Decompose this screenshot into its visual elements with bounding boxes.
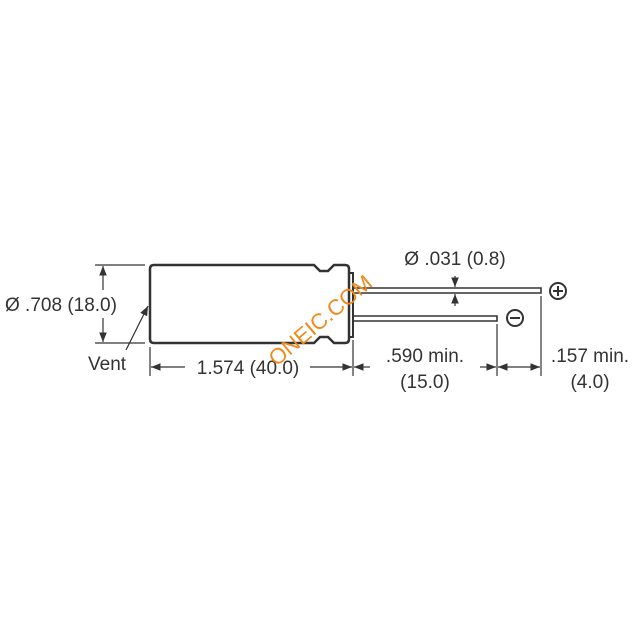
negative-lead	[353, 315, 498, 322]
lead-offset-metric: (4.0)	[570, 372, 609, 393]
body-length-label: 1.574 (40.0)	[197, 358, 299, 379]
positive-lead	[353, 287, 542, 294]
vent-label: Vent	[88, 354, 127, 375]
lead-offset-label: .157 min.	[551, 346, 629, 367]
body-diameter-label: Ø .708 (18.0)	[5, 295, 117, 316]
capacitor-body	[148, 263, 351, 345]
vent-arrow	[125, 305, 149, 351]
lead-length-label: .590 min.	[386, 346, 464, 367]
lead-diameter-label: Ø .031 (0.8)	[404, 249, 505, 270]
minus-circle-icon	[506, 309, 524, 327]
end-seal	[348, 272, 354, 338]
plus-circle-icon	[549, 282, 567, 300]
lead-length-metric: (15.0)	[400, 372, 450, 393]
